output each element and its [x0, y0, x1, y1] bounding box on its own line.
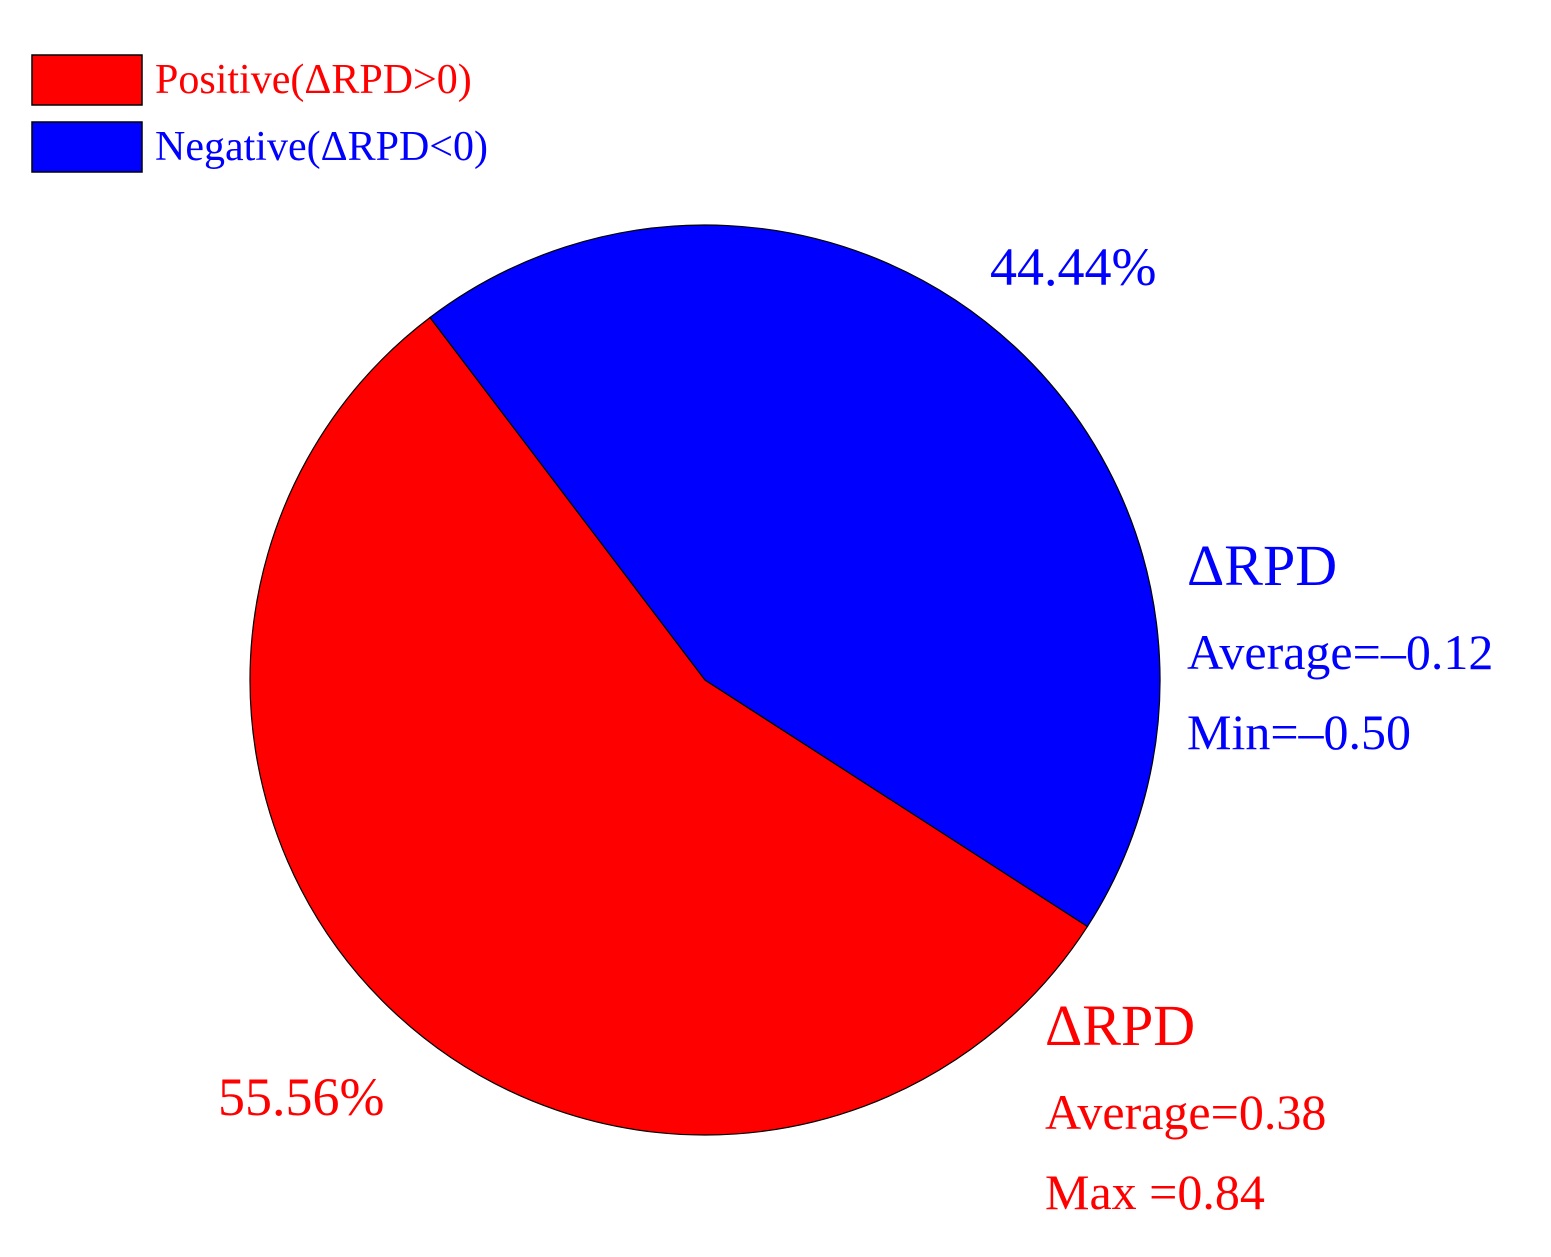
annotation-title: ΔRPD	[1187, 533, 1337, 598]
legend-swatch	[31, 54, 143, 106]
value-label: 55.56%	[218, 1067, 384, 1127]
annotation-line: Min=–0.50	[1187, 704, 1411, 760]
pie-slice	[429, 224, 1161, 928]
value-label: 44.44%	[990, 237, 1156, 297]
annotation-line: Max =0.84	[1045, 1164, 1265, 1220]
annotation-line: Average=0.38	[1045, 1084, 1326, 1140]
pie-slice	[249, 316, 1089, 1136]
legend-label: Negative(ΔRPD<0)	[155, 124, 488, 170]
legend-label: Positive(ΔRPD>0)	[155, 57, 472, 103]
annotation-line: Average=–0.12	[1187, 624, 1493, 680]
annotation-title: ΔRPD	[1045, 993, 1195, 1058]
legend-swatch	[31, 121, 143, 173]
